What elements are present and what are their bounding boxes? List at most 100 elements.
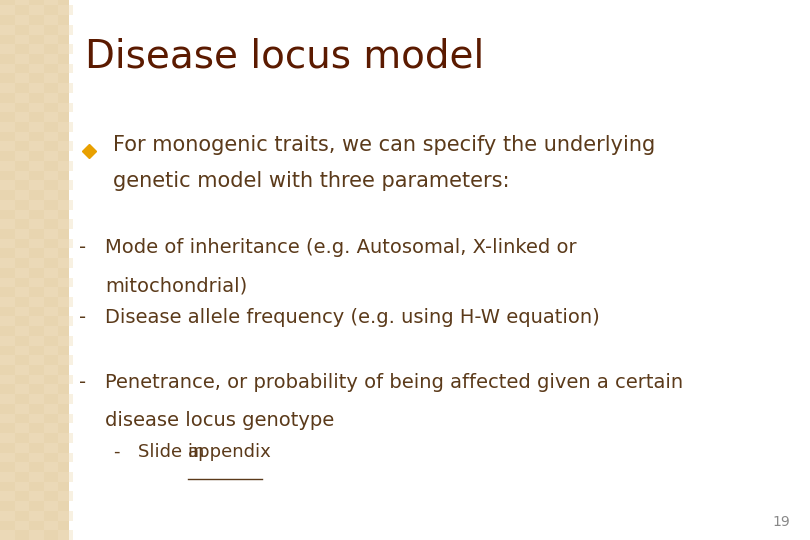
Bar — [44, 482, 58, 491]
Bar — [29, 141, 44, 151]
Bar — [44, 15, 58, 25]
Bar — [0, 25, 15, 35]
Bar — [44, 384, 58, 394]
Bar — [15, 384, 29, 394]
Bar — [29, 355, 44, 365]
Bar — [58, 316, 73, 326]
Text: -: - — [113, 443, 120, 461]
Bar — [44, 462, 58, 472]
Bar — [0, 375, 15, 384]
Bar — [29, 316, 44, 326]
Bar — [58, 414, 73, 423]
Bar — [58, 491, 73, 501]
Bar — [15, 190, 29, 200]
Bar — [15, 35, 29, 44]
Bar — [15, 268, 29, 278]
Bar — [58, 511, 73, 521]
Bar — [58, 433, 73, 443]
Bar — [15, 229, 29, 239]
Text: -: - — [79, 308, 86, 327]
Bar — [15, 423, 29, 433]
Bar — [15, 15, 29, 25]
Bar — [0, 355, 15, 365]
Bar — [0, 453, 15, 462]
Bar — [15, 93, 29, 103]
Text: mitochondrial): mitochondrial) — [105, 276, 248, 295]
Bar — [0, 103, 15, 112]
Bar — [58, 25, 73, 35]
Bar — [15, 210, 29, 219]
Text: appendix: appendix — [188, 443, 271, 461]
Bar — [58, 141, 73, 151]
Bar — [29, 414, 44, 423]
Bar — [58, 239, 73, 248]
Bar — [44, 248, 58, 258]
Bar — [29, 25, 44, 35]
Bar — [0, 394, 15, 404]
Bar — [58, 5, 73, 15]
Text: disease locus genotype: disease locus genotype — [105, 411, 335, 430]
Bar — [29, 297, 44, 307]
Bar — [29, 239, 44, 248]
Text: Disease locus model: Disease locus model — [85, 38, 484, 76]
Bar — [29, 336, 44, 346]
Bar — [0, 219, 15, 229]
Bar — [58, 180, 73, 190]
Bar — [44, 443, 58, 453]
Bar — [58, 83, 73, 93]
Bar — [29, 200, 44, 210]
Bar — [29, 5, 44, 15]
Bar — [29, 161, 44, 171]
Bar — [29, 433, 44, 443]
Bar — [15, 112, 29, 122]
Bar — [0, 200, 15, 210]
Bar — [44, 326, 58, 336]
Text: Slide in: Slide in — [138, 443, 210, 461]
Bar — [15, 248, 29, 258]
Bar — [15, 0, 29, 5]
Bar — [44, 54, 58, 64]
Bar — [0, 316, 15, 326]
Bar — [0, 297, 15, 307]
Bar — [0, 239, 15, 248]
Bar — [44, 190, 58, 200]
Bar — [15, 326, 29, 336]
Bar — [44, 268, 58, 278]
Bar — [58, 530, 73, 540]
Bar — [0, 5, 15, 15]
Bar — [29, 375, 44, 384]
Bar — [44, 171, 58, 180]
Bar — [15, 365, 29, 375]
Bar — [58, 355, 73, 365]
Bar — [58, 336, 73, 346]
Bar — [44, 0, 58, 5]
Bar — [0, 491, 15, 501]
Text: 19: 19 — [772, 515, 790, 529]
Bar — [29, 491, 44, 501]
Bar — [0, 530, 15, 540]
Bar — [58, 122, 73, 132]
Bar — [44, 93, 58, 103]
Bar — [0, 414, 15, 423]
Bar — [29, 530, 44, 540]
Bar — [15, 287, 29, 297]
Bar — [44, 229, 58, 239]
Bar — [15, 346, 29, 355]
Bar — [58, 161, 73, 171]
Bar — [58, 219, 73, 229]
Bar — [15, 171, 29, 180]
Bar — [44, 35, 58, 44]
Bar — [58, 103, 73, 112]
Bar — [58, 200, 73, 210]
Bar — [0, 141, 15, 151]
Bar — [44, 210, 58, 219]
Bar — [44, 521, 58, 530]
Bar — [44, 501, 58, 511]
Bar — [44, 423, 58, 433]
Bar — [44, 112, 58, 122]
Bar — [44, 404, 58, 414]
Bar — [29, 278, 44, 287]
Bar — [58, 394, 73, 404]
Bar — [44, 287, 58, 297]
Text: -: - — [79, 373, 86, 392]
